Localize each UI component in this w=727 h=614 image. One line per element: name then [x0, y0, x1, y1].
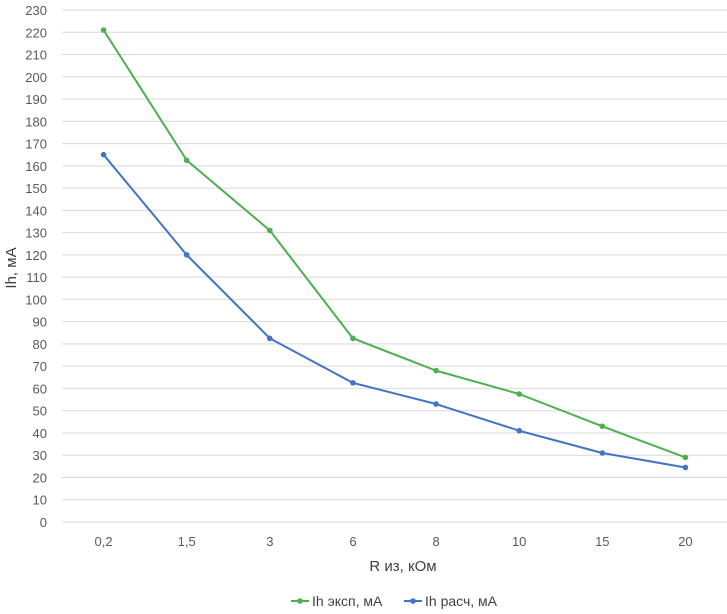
data-point — [599, 450, 606, 456]
x-axis-ticks: 0,2 1,5 3 6 8 10 15 20 — [95, 534, 693, 549]
x-tick-label: 10 — [512, 534, 526, 549]
data-point — [516, 427, 522, 434]
y-tick-label: 60 — [33, 381, 47, 396]
data-point — [183, 157, 190, 164]
x-tick-label: 6 — [349, 534, 356, 549]
series-1 — [100, 27, 689, 461]
y-tick-label: 90 — [33, 315, 47, 330]
data-point — [599, 423, 606, 430]
y-tick-label: 170 — [25, 137, 47, 152]
y-tick-label: 10 — [33, 493, 47, 508]
x-tick-label: 3 — [266, 534, 273, 549]
series-line — [102, 29, 686, 459]
y-tick-label: 140 — [25, 203, 47, 218]
series-line — [102, 154, 686, 469]
series-layer — [100, 27, 689, 471]
y-tick-label: 160 — [25, 159, 47, 174]
data-point — [100, 151, 107, 158]
y-tick-label: 200 — [25, 70, 47, 85]
legend-label: Ih расч, мА — [425, 593, 498, 609]
x-tick-label: 8 — [432, 534, 439, 549]
x-tick-label: 20 — [678, 534, 692, 549]
data-point — [433, 401, 439, 407]
data-point — [433, 367, 439, 374]
legend: Ih эксп, мА Ih расч, мА — [291, 593, 498, 609]
y-tick-label: 130 — [25, 226, 47, 241]
y-tick-label: 120 — [25, 248, 47, 263]
y-axis-ticks: 0 10 20 30 40 50 60 70 80 90 100 110 120 130 140 150 160… — [25, 3, 47, 530]
data-point — [682, 464, 689, 471]
y-tick-label: 210 — [25, 48, 47, 63]
y-tick-label: 190 — [25, 92, 47, 107]
y-tick-label: 150 — [25, 181, 47, 196]
y-tick-label: 100 — [25, 292, 47, 307]
y-tick-label: 220 — [25, 25, 47, 40]
data-point — [516, 391, 522, 397]
legend-entry: Ih расч, мА — [404, 593, 498, 609]
x-tick-label: 1,5 — [178, 534, 196, 549]
gridlines — [62, 9, 727, 523]
legend-entry: Ih эксп, мА — [291, 593, 383, 609]
y-tick-label: 80 — [33, 337, 47, 352]
data-point — [267, 227, 273, 234]
y-tick-label: 30 — [33, 448, 47, 463]
y-tick-label: 70 — [33, 359, 47, 374]
y-tick-label: 0 — [40, 515, 47, 530]
data-point — [100, 27, 107, 33]
data-point — [267, 335, 273, 342]
data-point — [350, 335, 356, 342]
legend-label: Ih эксп, мА — [312, 593, 383, 609]
y-tick-label: 40 — [33, 426, 47, 441]
x-tick-label: 0,2 — [95, 534, 113, 549]
x-tick-label: 15 — [595, 534, 609, 549]
legend-swatch-marker — [410, 598, 416, 604]
data-point — [183, 252, 190, 258]
y-tick-label: 20 — [33, 470, 47, 485]
series-2 — [100, 151, 689, 471]
y-tick-label: 180 — [25, 114, 47, 129]
data-point — [682, 454, 689, 461]
data-point — [350, 380, 356, 386]
legend-swatch-marker — [297, 598, 303, 604]
y-tick-label: 230 — [25, 3, 47, 18]
x-axis-title: R из, кОм — [369, 558, 436, 575]
y-axis-title: Ih, мА — [3, 247, 20, 288]
y-tick-label: 110 — [26, 270, 47, 285]
y-tick-label: 50 — [33, 404, 47, 419]
